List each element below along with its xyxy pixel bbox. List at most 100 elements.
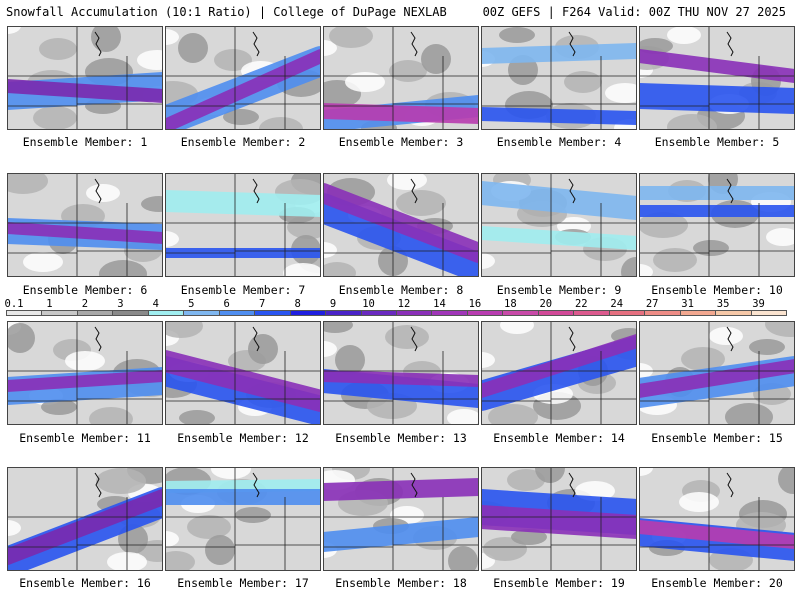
snow-light-area (421, 44, 451, 74)
colorbar-label: 4 (152, 298, 159, 310)
snowfall-swath (323, 369, 479, 408)
snow-light-area (283, 263, 321, 277)
coastline (94, 326, 102, 352)
snowfall-swath (481, 43, 637, 64)
snow-light-area (499, 27, 535, 43)
colorbar-swatch (360, 310, 397, 316)
snowfall-swath (481, 181, 637, 220)
snow-light-area (23, 252, 63, 272)
panel-frame (639, 321, 795, 425)
snow-light-area (564, 71, 602, 93)
snow-light-area (7, 323, 35, 353)
snow-light-area (693, 240, 729, 256)
ensemble-member-caption: Ensemble Member: 10 (651, 283, 783, 297)
snow-light-area (709, 327, 743, 345)
snow-light-area (507, 469, 545, 491)
snow-light-area (667, 114, 717, 130)
snow-light-area (323, 321, 353, 333)
snow-light-area (639, 467, 653, 476)
coastline (94, 178, 102, 204)
panel-frame (323, 321, 479, 425)
snow-light-area (335, 345, 365, 375)
colorbar-swatch (396, 310, 433, 316)
snow-light-area (621, 257, 637, 277)
colorbar-label: 7 (259, 298, 266, 310)
snow-light-area (223, 109, 259, 125)
product-title: Snowfall Accumulation (10:1 Ratio) | Col… (6, 5, 447, 19)
coastline (410, 326, 418, 352)
ensemble-member-caption: Ensemble Member: 9 (496, 283, 622, 297)
ensemble-map-panel (323, 173, 479, 277)
snow-light-area (65, 351, 105, 371)
snowfall-map (323, 26, 479, 130)
snow-light-area (385, 325, 429, 349)
snowfall-swath (7, 79, 163, 103)
coastline (726, 178, 734, 204)
coastline (410, 178, 418, 204)
ensemble-member-caption: Ensemble Member: 1 (22, 135, 148, 149)
snowfall-map (481, 321, 637, 425)
panel-frame (165, 321, 321, 425)
coastline (410, 472, 418, 498)
snow-light-area (214, 49, 252, 71)
panel-frame (323, 26, 479, 130)
panel-frame (481, 173, 637, 277)
coastline (410, 31, 418, 57)
panel-frame (481, 321, 637, 425)
ensemble-map-panel (7, 467, 163, 571)
ensemble-member-caption: Ensemble Member: 4 (496, 135, 622, 149)
snow-light-area (481, 253, 495, 269)
colorbar-label: 18 (504, 298, 517, 310)
ensemble-map-panel (639, 26, 795, 130)
snowfall-map (323, 467, 479, 571)
snowfall-map (639, 467, 795, 571)
snowfall-swath (323, 370, 479, 387)
ensemble-member-caption: Ensemble Member: 2 (180, 135, 306, 149)
snowfall-map (481, 26, 637, 130)
snow-light-area (511, 529, 547, 545)
ensemble-map-panel (323, 321, 479, 425)
snowfall-swath (481, 505, 637, 539)
ensemble-member-caption: Ensemble Member: 6 (22, 283, 148, 297)
colorbar-swatch (644, 310, 681, 316)
snowfall-colorbar: 0.1 1 2 3 4 5 6 7 8 9 10 12 14 16 18 20 22 24 27 31 35 39 (5, 298, 787, 318)
snowfall-map (165, 467, 321, 571)
snow-light-area (323, 40, 337, 56)
ensemble-map-panel (323, 26, 479, 130)
ensemble-member-caption: Ensemble Member: 20 (651, 576, 783, 590)
snow-light-area (7, 26, 21, 34)
snowfall-map (7, 321, 163, 425)
snow-light-area (389, 60, 427, 82)
header: Snowfall Accumulation (10:1 Ratio) | Col… (0, 0, 800, 22)
snow-light-area (211, 467, 251, 479)
snow-light-area (41, 399, 77, 415)
snowfall-map (639, 173, 795, 277)
snow-light-area (681, 347, 725, 371)
ensemble-map-panel (481, 321, 637, 425)
snow-light-area (91, 26, 121, 52)
snowfall-swath (323, 103, 479, 124)
ensemble-member-caption: Ensemble Member: 7 (180, 283, 306, 297)
panel-frame (639, 173, 795, 277)
snow-light-area (639, 212, 688, 238)
colorbar-label: 20 (539, 298, 553, 310)
colorbar-label: 35 (716, 298, 730, 310)
colorbar-swatch (537, 310, 575, 316)
ensemble-map-panel (639, 321, 795, 425)
colorbar-swatch (679, 310, 717, 316)
snow-light-area (396, 190, 446, 216)
coastline (726, 326, 734, 352)
ensemble-map-panel (165, 173, 321, 277)
snow-light-area (165, 231, 179, 247)
colorbar-swatch (325, 310, 362, 316)
snowfall-map (481, 173, 637, 277)
snowfall-swath (323, 478, 479, 501)
colorbar-swatch (289, 310, 327, 316)
snow-light-area (165, 321, 203, 338)
colorbar-label: 10 (362, 298, 375, 310)
colorbar-label: 9 (329, 298, 337, 310)
colorbar-swatch (183, 310, 220, 316)
ensemble-member-caption: Ensemble Member: 15 (651, 431, 783, 445)
coastline (568, 326, 576, 352)
coastline (568, 31, 576, 57)
